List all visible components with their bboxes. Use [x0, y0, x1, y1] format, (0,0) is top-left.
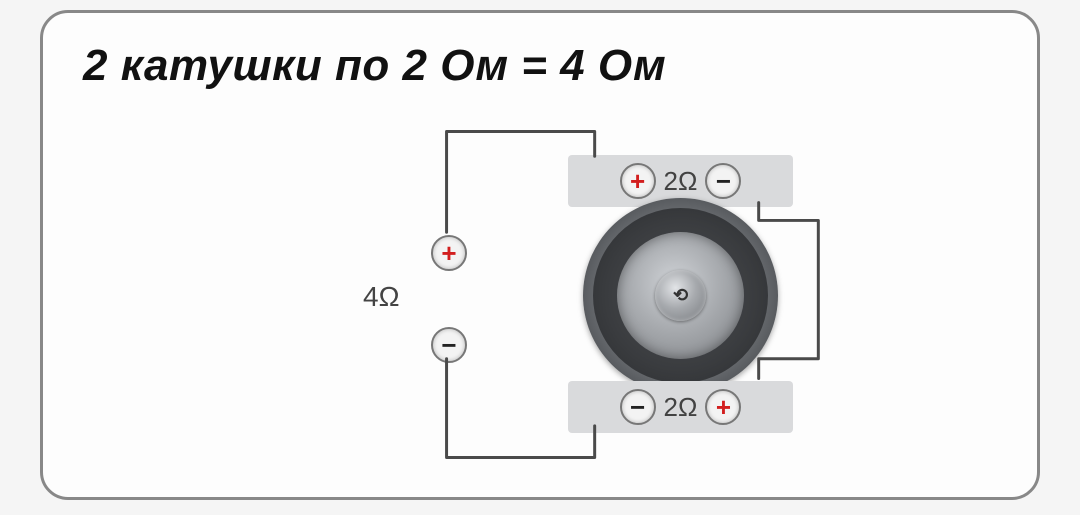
diagram-frame: 2 катушки по 2 Ом = 4 Ом + 2Ω − ⟲ − 2Ω +… [40, 10, 1040, 500]
coil-top-impedance-label: 2Ω [662, 166, 700, 197]
coil-top-minus-terminal: − [705, 163, 741, 199]
coil-bottom-minus-terminal: − [620, 389, 656, 425]
speaker-dustcap-logo: ⟲ [655, 270, 706, 321]
input-plus-terminal: + [431, 235, 467, 271]
speaker-driver-icon: ⟲ [583, 198, 778, 393]
coil-top-plus-terminal: + [620, 163, 656, 199]
coil-bottom-plus-terminal: + [705, 389, 741, 425]
input-impedance-label: 4Ω [363, 281, 400, 313]
coil-bottom-impedance-label: 2Ω [662, 392, 700, 423]
input-minus-terminal: − [431, 327, 467, 363]
voice-coil-bottom-terminals: − 2Ω + [568, 381, 793, 433]
diagram-title: 2 катушки по 2 Ом = 4 Ом [83, 41, 666, 91]
